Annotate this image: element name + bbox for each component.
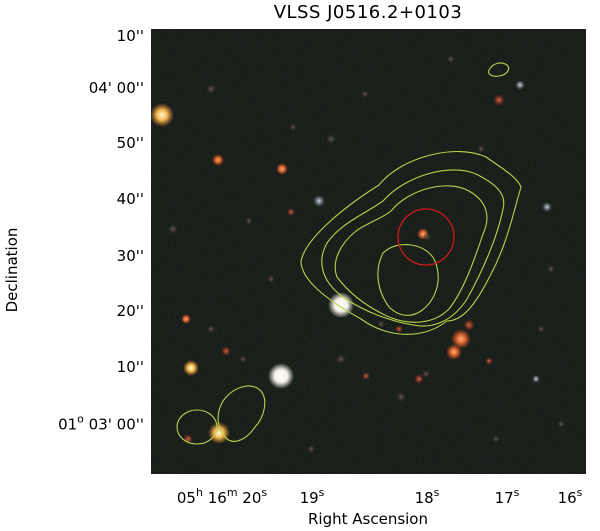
sky-image-panel bbox=[151, 29, 586, 474]
x-tick-label: 05h 16m 20s bbox=[176, 486, 268, 507]
contour-level-4 bbox=[377, 244, 439, 316]
y-tick-label: 04' 00'' bbox=[88, 79, 144, 97]
y-tick-label: 30'' bbox=[116, 247, 144, 265]
source-position-marker bbox=[397, 208, 455, 266]
contour-southwest-lower bbox=[176, 409, 218, 445]
contour-level-3 bbox=[334, 185, 488, 323]
x-tick-label: 18s bbox=[414, 486, 440, 507]
x-tick-label: 19s bbox=[299, 486, 325, 507]
y-tick-label: 10'' bbox=[116, 27, 144, 45]
figure-title: VLSS J0516.2+0103 bbox=[273, 2, 463, 23]
y-tick-label: 01o 03' 00'' bbox=[58, 412, 144, 434]
y-axis-label: Declination bbox=[3, 227, 21, 313]
y-tick-label: 20'' bbox=[116, 302, 144, 320]
x-axis-label: Right Ascension bbox=[308, 510, 428, 528]
sky-image bbox=[151, 29, 586, 474]
y-tick-label: 50'' bbox=[116, 134, 144, 152]
faint-sources bbox=[168, 55, 565, 453]
bright-sources bbox=[151, 80, 552, 444]
x-tick-label: 16s bbox=[557, 486, 583, 507]
y-tick-label: 10'' bbox=[116, 358, 144, 376]
contour-northeast bbox=[488, 62, 510, 77]
radio-contours bbox=[176, 62, 522, 445]
y-tick-label: 40'' bbox=[116, 190, 144, 208]
contour-level-2 bbox=[321, 169, 505, 327]
contour-level-1 bbox=[300, 150, 522, 335]
x-tick-label: 17s bbox=[494, 486, 520, 507]
contour-southwest-upper bbox=[217, 385, 266, 442]
